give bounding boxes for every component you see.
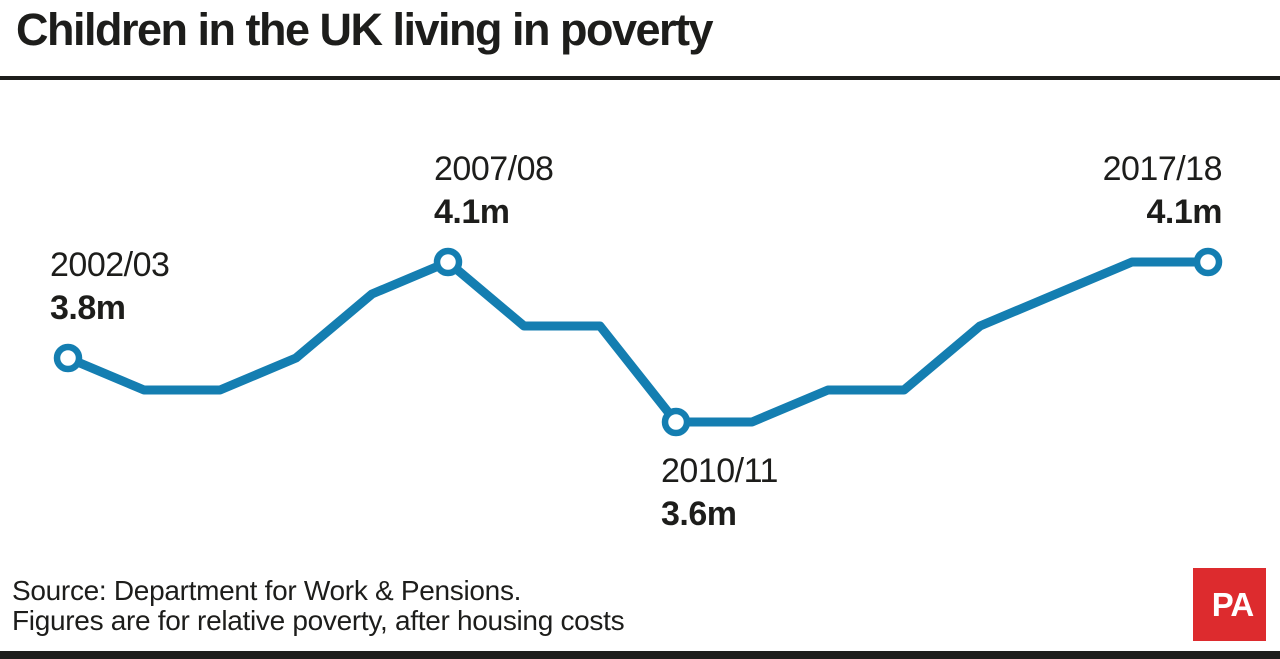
annotation-2007-08: 2007/08 4.1m xyxy=(434,148,554,234)
bottom-border-bar xyxy=(0,651,1280,659)
annotation-year-label: 2010/11 xyxy=(661,452,778,490)
trend-line xyxy=(66,257,1208,427)
annotation-value-label: 3.8m xyxy=(50,289,126,327)
data-point-marker xyxy=(661,407,691,437)
source-note-line1: Source: Department for Work & Pensions. xyxy=(12,575,522,606)
annotation-2017-18: 2017/18 4.1m xyxy=(1102,148,1223,234)
data-point-marker xyxy=(1193,247,1223,277)
annotation-year-label: 2017/18 xyxy=(1102,150,1223,188)
source-note: Source: Department for Work & Pensions. … xyxy=(12,575,625,636)
data-point-marker xyxy=(433,247,463,277)
annotation-year-label: 2007/08 xyxy=(434,150,554,188)
annotation-2002-03: 2002/03 3.8m xyxy=(50,244,170,330)
source-note-line2: Figures are for relative poverty, after … xyxy=(12,605,625,636)
pa-logo: PA xyxy=(1193,568,1266,641)
page-title: Children in the UK living in poverty xyxy=(16,4,714,55)
pa-logo-text: PA xyxy=(1211,585,1254,623)
annotation-2010-11: 2010/11 3.6m xyxy=(661,450,778,536)
annotation-value-label: 4.1m xyxy=(434,193,510,231)
annotation-value-label: 3.6m xyxy=(661,495,737,533)
annotation-year-label: 2002/03 xyxy=(50,246,170,284)
data-point-marker xyxy=(53,343,83,373)
annotation-value-label: 4.1m xyxy=(1146,193,1223,231)
title-divider-rule xyxy=(0,76,1280,80)
